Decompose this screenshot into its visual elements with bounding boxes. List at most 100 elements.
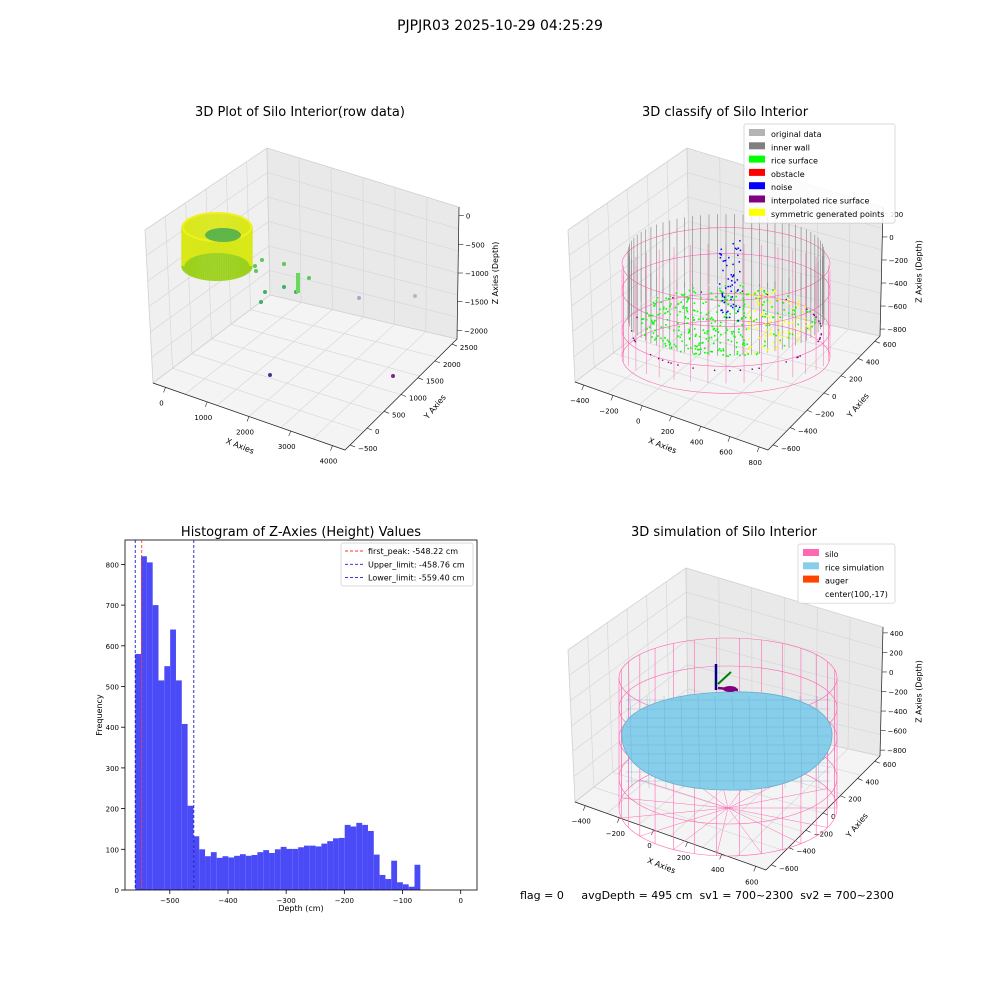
- surface-point: [779, 339, 782, 342]
- surface-point: [760, 288, 762, 291]
- noise-point: [732, 306, 734, 309]
- surface-point: [766, 299, 769, 302]
- x-tick-label: −200: [335, 897, 354, 905]
- raw-point: [254, 269, 258, 273]
- noise-point: [720, 254, 723, 256]
- noise-point: [730, 280, 733, 282]
- interpolated-point: [657, 357, 660, 360]
- surface-point: [664, 337, 666, 339]
- surface-point: [732, 330, 735, 333]
- y-tick-label: −200: [814, 830, 833, 838]
- y-tick: [806, 409, 813, 413]
- legend-label: symmetric generated points: [771, 210, 884, 219]
- surface-point: [688, 297, 690, 299]
- y-tick: [451, 343, 458, 347]
- surface-point: [725, 327, 728, 329]
- surface-point: [719, 321, 722, 324]
- surface-point: [742, 285, 744, 288]
- surface-point: [723, 298, 726, 301]
- surface-point: [680, 350, 682, 353]
- surface-point: [703, 347, 706, 349]
- interpolated-point: [672, 297, 674, 299]
- noise-point: [737, 247, 740, 249]
- legend-label: silo: [825, 550, 839, 559]
- surface-point: [680, 333, 683, 336]
- raw-point: [413, 294, 417, 298]
- noise-point: [722, 269, 724, 272]
- surface-point: [727, 294, 730, 297]
- interpolated-point: [820, 333, 823, 335]
- surface-point: [648, 315, 650, 317]
- rice-mesh-line: [629, 695, 633, 789]
- histogram-bar: [280, 846, 287, 890]
- surface-point: [680, 293, 683, 296]
- surface-point: [778, 322, 780, 325]
- y-tick-label: 200: [106, 806, 119, 814]
- surface-point: [737, 308, 740, 311]
- surface-point: [792, 309, 794, 311]
- surface-point: [641, 322, 643, 325]
- noise-point: [725, 264, 728, 267]
- raw-point: [268, 373, 272, 377]
- surface-point: [739, 334, 742, 336]
- y-tick-label: 600: [106, 643, 119, 651]
- surface-point: [669, 305, 671, 307]
- rice-mesh-line: [782, 695, 786, 789]
- surface-point: [651, 321, 654, 323]
- surface-point: [693, 302, 696, 304]
- surface-point: [804, 306, 806, 308]
- surface-point: [674, 306, 677, 309]
- surface-point: [791, 333, 794, 336]
- surface-point: [811, 321, 814, 323]
- surface-point: [805, 321, 807, 323]
- noise-point: [719, 256, 722, 259]
- surface-point: [749, 318, 751, 321]
- surface-point: [690, 347, 692, 349]
- interpolated-point: [815, 316, 817, 318]
- y-axis-label: Y Axies: [845, 391, 871, 420]
- legend-label: center(100,-17): [825, 590, 888, 599]
- noise-point: [723, 296, 726, 299]
- surface-point: [731, 333, 734, 335]
- surface-point: [762, 312, 764, 315]
- surface-point: [761, 345, 763, 348]
- y-tick-label: −400: [798, 428, 817, 436]
- y-tick: [840, 795, 846, 799]
- surface-point: [763, 301, 765, 303]
- surface-point: [717, 331, 720, 334]
- raw-point: [263, 290, 267, 294]
- surface-point: [684, 315, 687, 318]
- y-tick: [857, 778, 863, 781]
- interpolated-point: [713, 369, 716, 372]
- surface-point: [789, 322, 791, 325]
- noise-point: [737, 254, 739, 257]
- surface-point: [788, 332, 791, 335]
- legend-label: rice surface: [771, 157, 818, 166]
- surface-point: [652, 332, 655, 334]
- surface-point: [776, 299, 778, 302]
- histogram-bar: [152, 605, 159, 890]
- histogram-bar: [181, 723, 188, 890]
- y-tick-label: 1000: [409, 395, 427, 403]
- surface-point: [679, 336, 681, 339]
- legend-swatch: [749, 155, 765, 163]
- x-tick-label: −500: [160, 897, 179, 905]
- noise-point: [731, 284, 734, 286]
- surface-point: [660, 337, 662, 340]
- surface-point: [770, 320, 773, 323]
- surface-point: [718, 347, 721, 350]
- y-tick-label: −600: [779, 865, 798, 873]
- histogram-bar: [397, 882, 403, 890]
- surface-point: [710, 350, 712, 353]
- legend-label: Upper_limit: -458.76 cm: [368, 560, 465, 569]
- surface-point: [808, 326, 810, 329]
- surface-point: [650, 319, 653, 322]
- histogram-bar: [205, 856, 211, 890]
- surface-point: [722, 354, 725, 356]
- z-tick-label: −600: [888, 303, 907, 311]
- surface-point: [677, 303, 680, 305]
- surface-point: [743, 305, 745, 308]
- histogram-bar: [350, 826, 357, 890]
- surface-point: [720, 300, 723, 302]
- surface-point: [713, 335, 716, 337]
